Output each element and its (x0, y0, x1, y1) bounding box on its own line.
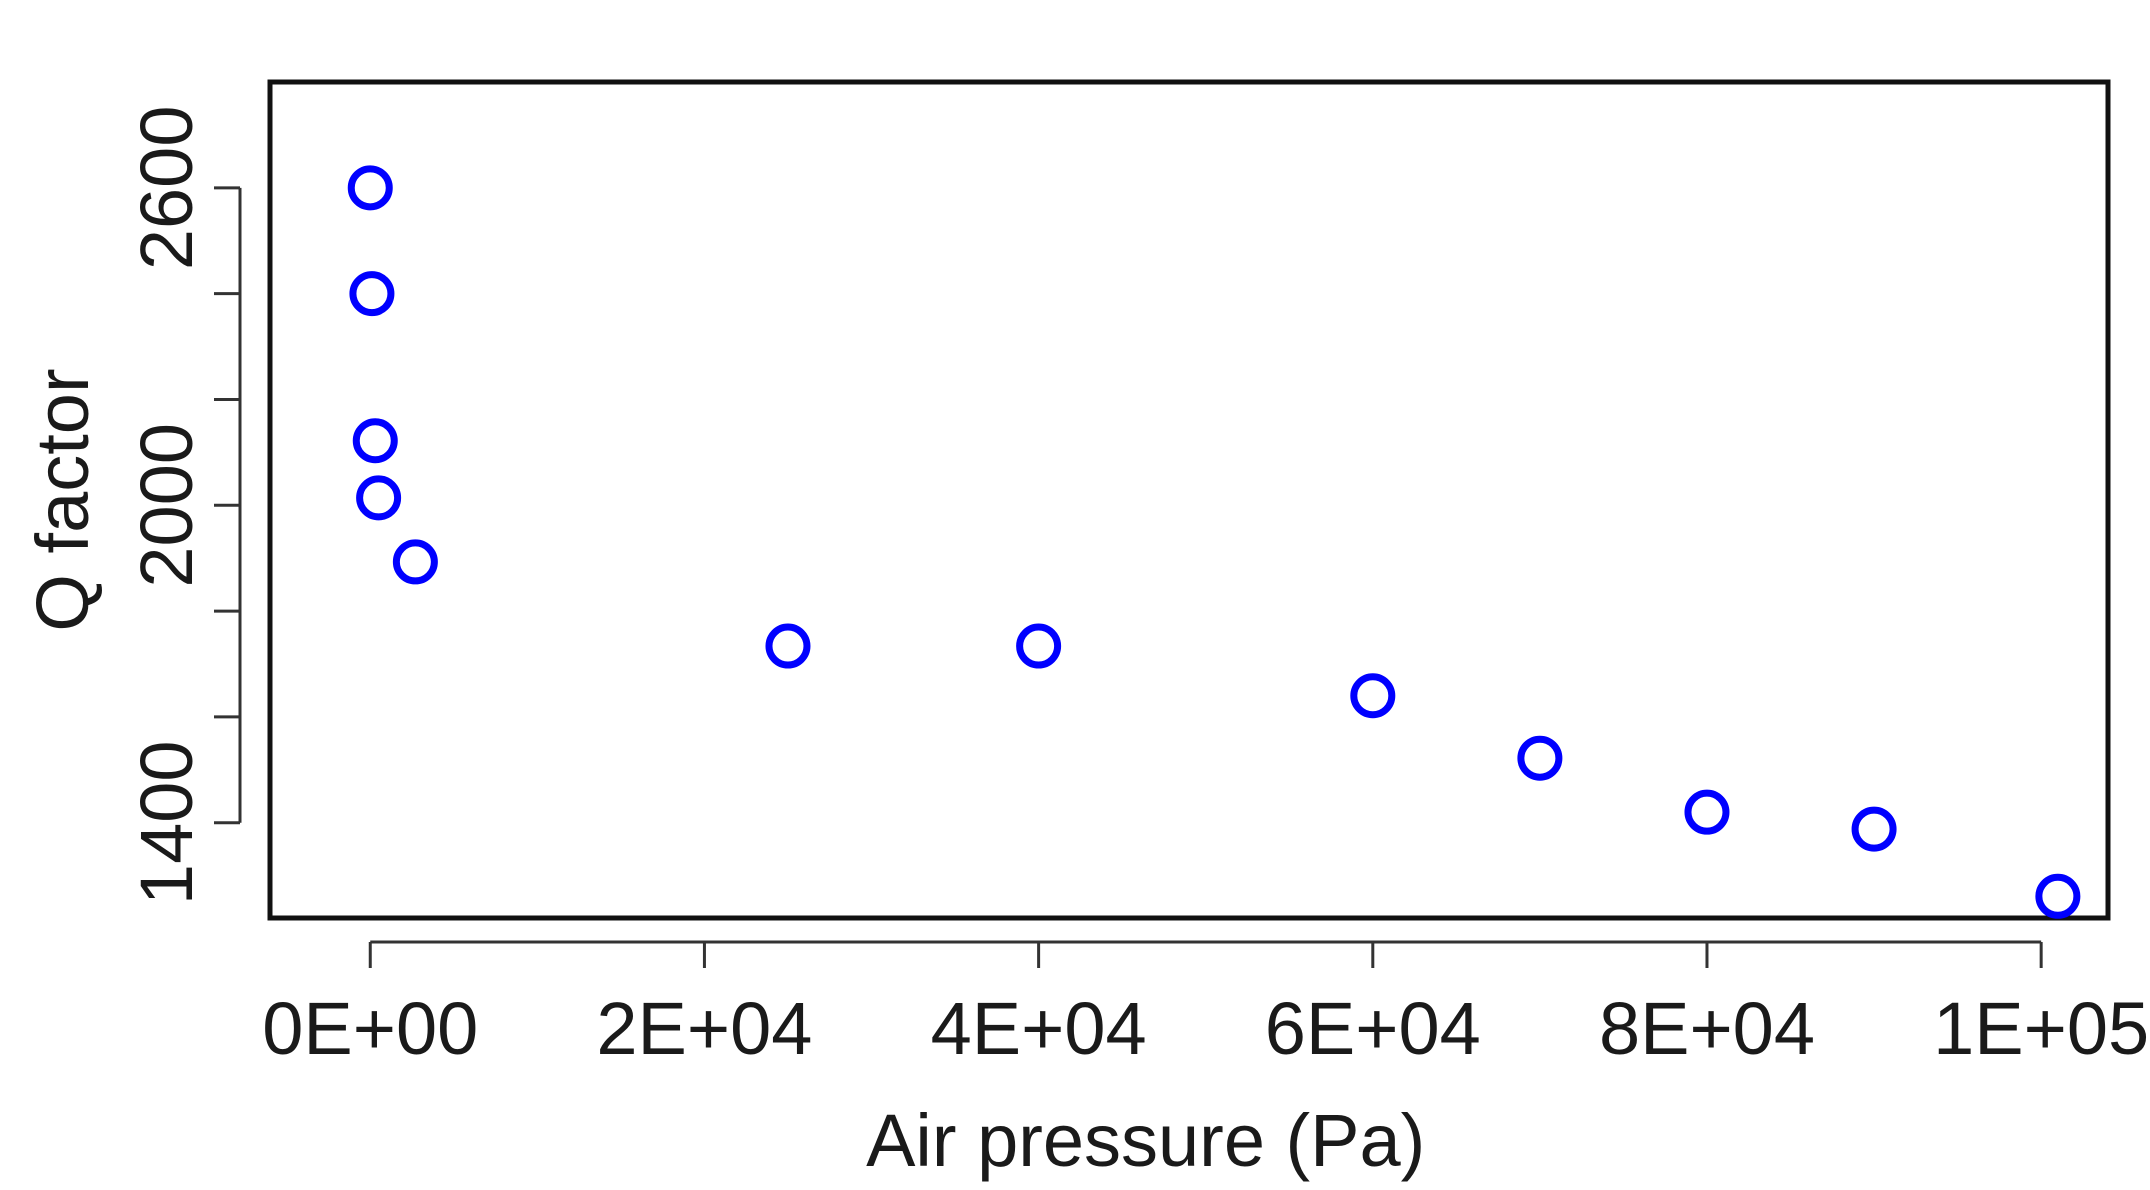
data-point (2035, 873, 2081, 919)
x-tick-label: 6E+04 (1265, 987, 1481, 1070)
y-axis-title: Q factor (21, 368, 104, 631)
data-point (352, 418, 398, 464)
data-point (1016, 623, 1062, 669)
x-axis: 0E+00 2E+04 4E+04 6E+04 8E+04 1E+05 (262, 940, 2149, 1070)
y-axis: 1400 2000 2600 (125, 106, 242, 905)
y-tick-label: 1400 (125, 740, 208, 905)
data-point (1517, 735, 1563, 781)
data-points (347, 165, 2081, 919)
x-tick-label: 4E+04 (931, 987, 1147, 1070)
data-point (1350, 673, 1396, 719)
data-point (356, 475, 402, 521)
data-point (349, 271, 395, 317)
data-point (765, 623, 811, 669)
x-tick-label: 1E+05 (1933, 987, 2149, 1070)
x-axis-title: Air pressure (Pa) (866, 1099, 1425, 1182)
y-tick-label: 2000 (125, 423, 208, 588)
x-tick-label: 0E+00 (262, 987, 478, 1070)
plot-frame (267, 79, 2111, 921)
y-tick-label: 2600 (125, 106, 208, 271)
data-point (347, 165, 393, 211)
data-point (1684, 789, 1730, 835)
data-point (392, 539, 438, 585)
x-tick-label: 2E+04 (596, 987, 812, 1070)
data-point (1851, 806, 1897, 852)
x-tick-label: 8E+04 (1599, 987, 1815, 1070)
